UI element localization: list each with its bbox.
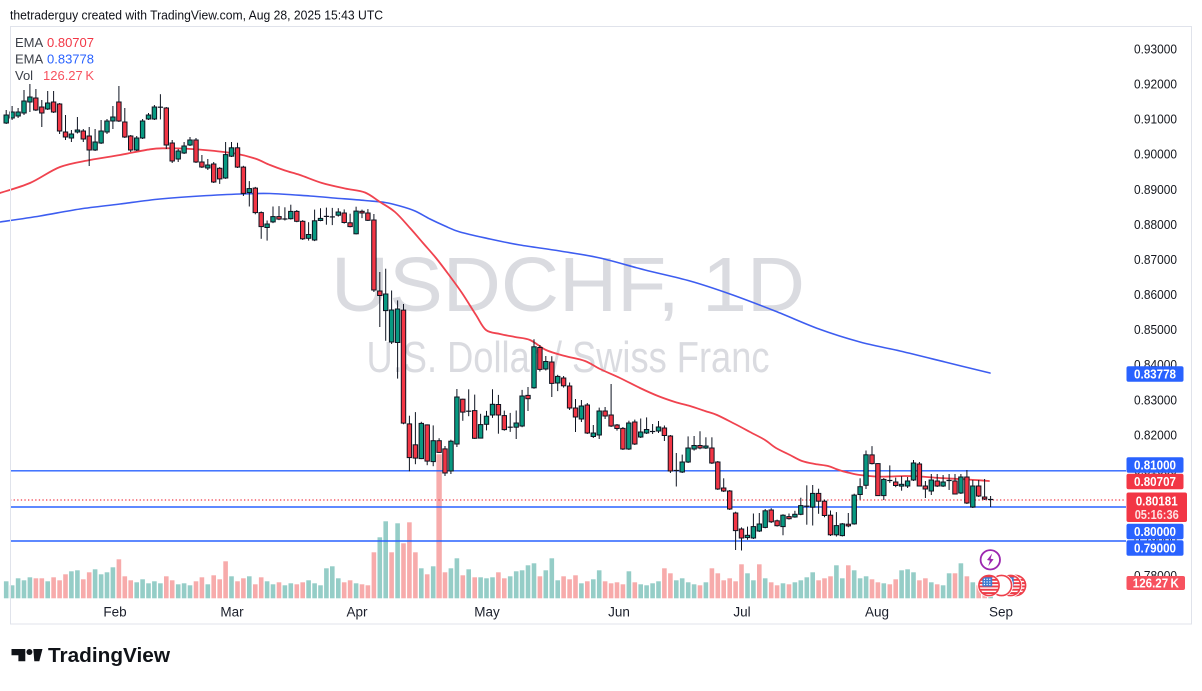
- svg-text:Feb: Feb: [103, 605, 126, 620]
- svg-text:USDCHF, 1D: USDCHF, 1D: [331, 242, 805, 328]
- svg-text:0.90000: 0.90000: [1134, 147, 1177, 162]
- svg-text:thetraderguy created with Trad: thetraderguy created with TradingView.co…: [10, 8, 383, 23]
- svg-text:0.93000: 0.93000: [1134, 41, 1177, 56]
- svg-text:Vol: Vol: [15, 68, 33, 83]
- svg-text:May: May: [474, 605, 500, 620]
- svg-text:126.27 K: 126.27 K: [1133, 576, 1179, 590]
- svg-text:0.83778: 0.83778: [1134, 367, 1176, 381]
- svg-text:Mar: Mar: [220, 605, 244, 620]
- svg-text:05:16:36: 05:16:36: [1135, 508, 1179, 522]
- svg-text:0.83000: 0.83000: [1134, 392, 1177, 407]
- svg-text:Jul: Jul: [733, 605, 750, 620]
- svg-text:0.82000: 0.82000: [1134, 427, 1177, 442]
- svg-text:0.80707: 0.80707: [47, 35, 94, 50]
- svg-text:0.89000: 0.89000: [1134, 182, 1177, 197]
- svg-text:TradingView: TradingView: [48, 645, 170, 667]
- svg-text:Sep: Sep: [989, 605, 1013, 620]
- svg-text:0.80707: 0.80707: [1134, 475, 1176, 489]
- svg-text:0.91000: 0.91000: [1134, 112, 1177, 127]
- svg-text:0.87000: 0.87000: [1134, 252, 1177, 267]
- svg-text:Aug: Aug: [865, 605, 889, 620]
- svg-text:EMA: EMA: [15, 35, 44, 50]
- svg-text:0.80000: 0.80000: [1134, 525, 1176, 539]
- svg-text:0.80181: 0.80181: [1136, 495, 1178, 509]
- svg-text:0.81000: 0.81000: [1134, 458, 1176, 472]
- svg-text:0.83778: 0.83778: [47, 52, 94, 67]
- svg-text:Jun: Jun: [608, 605, 630, 620]
- svg-text:0.79000: 0.79000: [1134, 541, 1176, 555]
- svg-text:0.92000: 0.92000: [1134, 77, 1177, 92]
- svg-text:EMA: EMA: [15, 52, 44, 67]
- svg-text:0.88000: 0.88000: [1134, 217, 1177, 232]
- svg-text:0.85000: 0.85000: [1134, 322, 1177, 337]
- svg-text:126.27 K: 126.27 K: [43, 68, 94, 83]
- svg-text:0.86000: 0.86000: [1134, 287, 1177, 302]
- svg-text:Apr: Apr: [346, 605, 368, 620]
